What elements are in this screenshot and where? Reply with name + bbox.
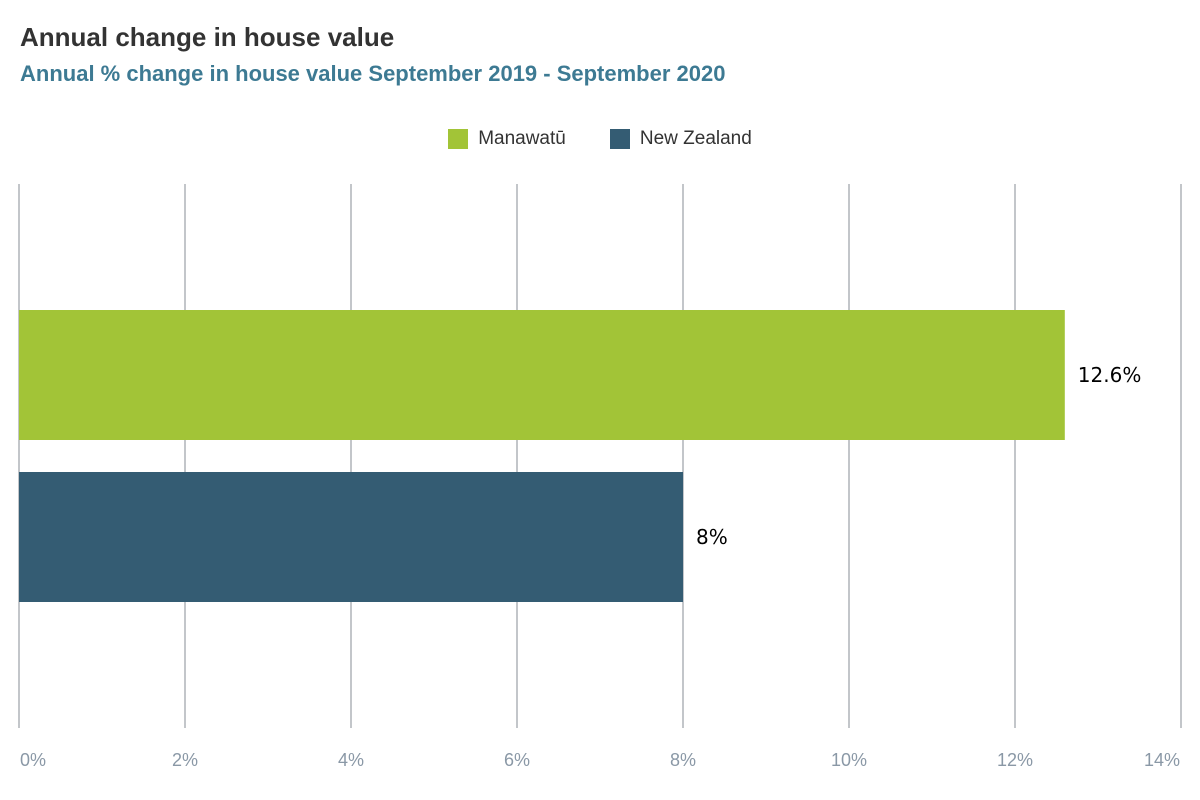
data-label: 8% (696, 525, 728, 549)
legend-swatch-manawatu (448, 129, 469, 149)
x-tick-label: 4% (338, 750, 364, 770)
data-label: 12.6% (1078, 363, 1142, 387)
chart-subtitle: Annual % change in house value September… (20, 61, 726, 86)
bar-manawat- (19, 310, 1065, 440)
legend-item-new-zealand[interactable]: New Zealand (609, 128, 752, 150)
x-tick-label: 10% (831, 750, 867, 770)
legend-swatch-new-zealand (609, 129, 630, 149)
x-tick-label: 0% (20, 750, 46, 770)
chart-title: Annual change in house value (20, 22, 395, 52)
x-tick-label: 2% (172, 750, 198, 770)
legend-label-manawatu: Manawatū (478, 128, 566, 149)
legend-item-manawatu[interactable]: Manawatū (448, 128, 566, 150)
x-tick-label: 6% (504, 750, 530, 770)
legend-label-new-zealand: New Zealand (639, 128, 752, 149)
x-tick-label: 14% (1144, 750, 1180, 770)
x-tick-label: 8% (670, 750, 696, 770)
x-tick-label: 12% (997, 750, 1033, 770)
legend: Manawatū New Zealand (0, 128, 1200, 150)
bar-new-zealand (19, 472, 683, 602)
